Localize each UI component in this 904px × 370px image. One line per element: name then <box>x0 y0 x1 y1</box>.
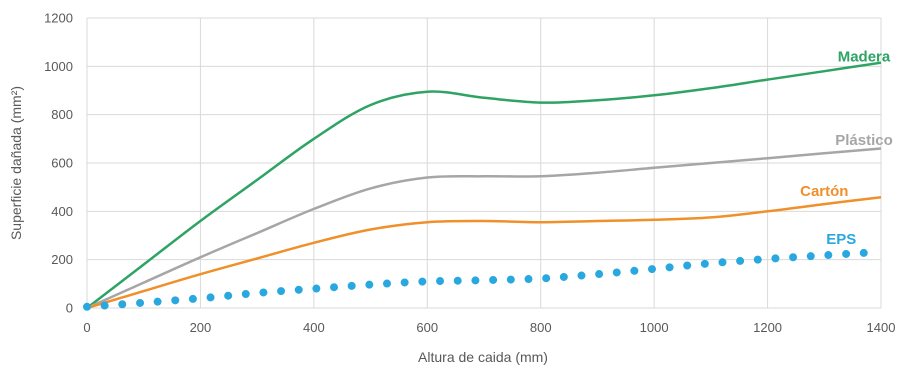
y-tick-label: 200 <box>51 252 73 267</box>
y-tick-label: 1000 <box>44 59 73 74</box>
series-labels: Madera Plástico Cartón EPS <box>800 49 893 248</box>
y-axis-title: Superficie dañada (mm²) <box>8 86 24 240</box>
x-tick-label: 800 <box>530 320 552 335</box>
x-tick-label: 200 <box>190 320 212 335</box>
x-axis-ticks: 0 200 400 600 800 1000 1200 1400 <box>83 320 895 335</box>
x-tick-label: 1000 <box>640 320 669 335</box>
series-line-madera <box>86 61 882 309</box>
x-tick-label: 1200 <box>753 320 782 335</box>
series-label-madera: Madera <box>838 49 891 66</box>
y-tick-label: 400 <box>51 204 73 219</box>
series-label-carton: Cartón <box>800 183 848 200</box>
y-tick-label: 0 <box>66 301 73 316</box>
x-tick-label: 0 <box>83 320 90 335</box>
y-tick-label: 600 <box>51 156 73 171</box>
series-label-plastico: Plástico <box>835 132 893 149</box>
x-tick-label: 400 <box>303 320 325 335</box>
y-tick-label: 800 <box>51 107 73 122</box>
grid <box>86 17 882 309</box>
series-line-plastico <box>86 147 882 310</box>
series-label-eps: EPS <box>826 231 856 248</box>
x-tick-label: 1400 <box>867 320 896 335</box>
y-axis-ticks: 0 200 400 600 800 1000 1200 <box>44 11 73 316</box>
series-line-carton <box>86 196 882 310</box>
x-axis-title: Altura de caida (mm) <box>418 349 548 365</box>
y-tick-label: 1200 <box>44 11 73 26</box>
series-lines <box>83 61 885 311</box>
x-tick-label: 600 <box>416 320 438 335</box>
